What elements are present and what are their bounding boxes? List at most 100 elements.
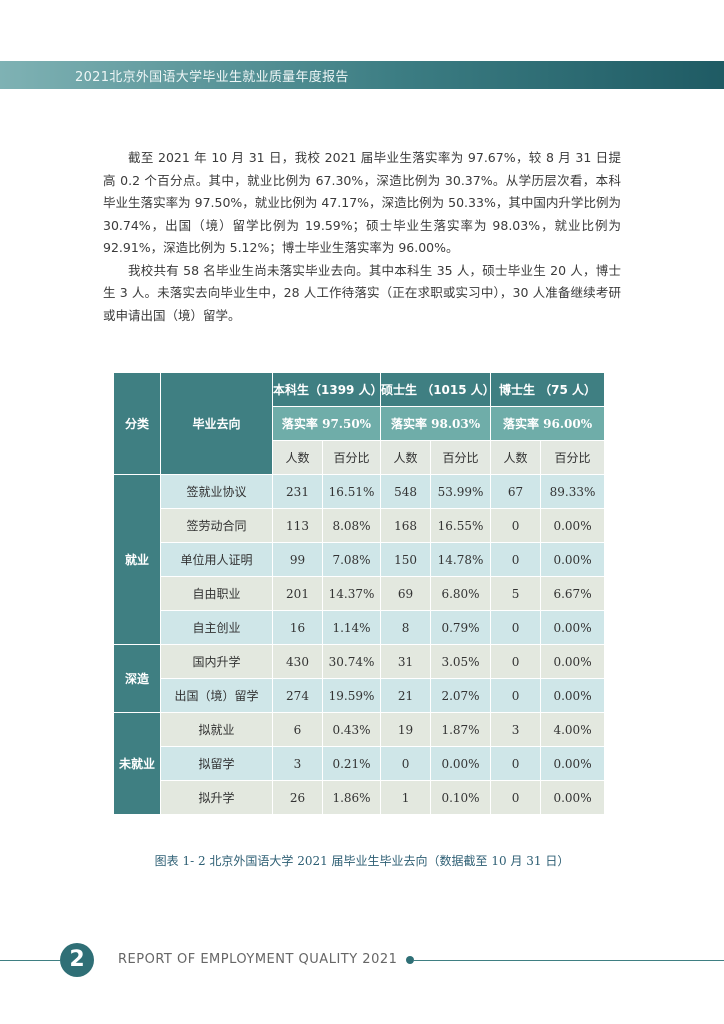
- paragraph: 截至 2021 年 10 月 31 日，我校 2021 届毕业生落实率为 97.…: [103, 150, 621, 255]
- destination: 拟就业: [160, 712, 273, 747]
- table-cell: 0: [490, 746, 542, 781]
- rate-header: 落实率 98.03%: [380, 406, 492, 441]
- category-header: 分类: [113, 372, 161, 475]
- table-cell: 0: [490, 780, 542, 815]
- table-cell: 0.00%: [540, 746, 606, 781]
- sub-header: 人数: [272, 440, 323, 475]
- table-cell: 1: [380, 780, 432, 815]
- page-number: 2: [60, 943, 94, 977]
- rate-header: 落实率 97.50%: [271, 406, 382, 441]
- table-cell: 3: [272, 746, 323, 781]
- group-name: 深造: [113, 644, 161, 713]
- group-name: 就业: [113, 474, 161, 645]
- level-header: 硕士生 （1015 人）: [380, 372, 495, 407]
- table-cell: 16.51%: [321, 474, 382, 509]
- destination-table: 分类 毕业去向 本科生（1399 人） 硕士生 （1015 人） 博士生 （75 人）落…: [113, 372, 606, 815]
- table-row: 签劳动合同 113 8.08% 168 16.55% 0 0.00%: [114, 508, 606, 543]
- table-cell: 19.59%: [321, 678, 382, 713]
- destination: 自主创业: [160, 610, 273, 645]
- table-cell: 0.00%: [540, 780, 606, 815]
- destination: 签劳动合同: [160, 508, 273, 543]
- sub-header: 人数: [380, 440, 432, 475]
- paragraph: 我校共有 58 名毕业生尚未落实毕业去向。其中本科生 35 人，硕士毕业生 20…: [103, 262, 621, 323]
- table-cell: 99: [272, 542, 323, 577]
- header-band: 2021北京外国语大学毕业生就业质量年度报告: [0, 61, 724, 89]
- table-cell: 0.00%: [540, 678, 606, 713]
- group-name: 未就业: [113, 712, 161, 815]
- table-cell: 3: [490, 712, 542, 747]
- table-cell: 31: [380, 644, 432, 679]
- table-cell: 0.10%: [430, 780, 492, 815]
- table-cell: 0: [490, 508, 542, 543]
- table-cell: 3.05%: [430, 644, 492, 679]
- table-cell: 89.33%: [540, 474, 606, 509]
- table-cell: 6.67%: [540, 576, 606, 611]
- table-cell: 19: [380, 712, 432, 747]
- table-cell: 30.74%: [321, 644, 382, 679]
- table-cell: 0.00%: [540, 542, 606, 577]
- header-title: 2021北京外国语大学毕业生就业质量年度报告: [75, 70, 349, 85]
- table-cell: 16.55%: [430, 508, 492, 543]
- table-cell: 67: [490, 474, 542, 509]
- table-cell: 0: [490, 644, 542, 679]
- destination: 出国（境）留学: [160, 678, 273, 713]
- table-cell: 21: [380, 678, 432, 713]
- table-cell: 2.07%: [430, 678, 492, 713]
- table-row: 自由职业 201 14.37% 69 6.80% 5 6.67%: [114, 576, 606, 611]
- table-row: 未就业 拟就业 6 0.43% 19 1.87% 3 4.00%: [113, 712, 606, 815]
- table-row: 自主创业 16 1.14% 8 0.79% 0 0.00%: [114, 610, 606, 645]
- table-cell: 5: [490, 576, 542, 611]
- sub-header: 百分比: [430, 440, 492, 475]
- destination: 拟留学: [160, 746, 273, 781]
- sub-header: 百分比: [321, 440, 382, 475]
- table-cell: 4.00%: [540, 712, 606, 747]
- table-cell: 231: [272, 474, 323, 509]
- table-cell: 274: [272, 678, 323, 713]
- table-cell: 0.00%: [540, 610, 606, 645]
- table-cell: 0.00%: [540, 644, 606, 679]
- table-row: 出国（境）留学 274 19.59% 21 2.07% 0 0.00%: [114, 678, 606, 713]
- table-cell: 8: [380, 610, 432, 645]
- table-cell: 26: [272, 780, 323, 815]
- table-cell: 14.78%: [430, 542, 492, 577]
- footer-line: [0, 960, 60, 961]
- table-cell: 53.99%: [430, 474, 492, 509]
- table-cell: 0: [490, 610, 542, 645]
- table-cell: 0.79%: [430, 610, 492, 645]
- destination-header: 毕业去向: [160, 372, 273, 475]
- table-cell: 0: [380, 746, 432, 781]
- table-row: 拟升学 26 1.86% 1 0.10% 0 0.00%: [114, 780, 606, 815]
- table-cell: 0.00%: [540, 508, 606, 543]
- table-cell: 1.14%: [321, 610, 382, 645]
- table-cell: 430: [272, 644, 323, 679]
- table-cell: 1.86%: [321, 780, 382, 815]
- table-cell: 548: [380, 474, 432, 509]
- table-row: 单位用人证明 99 7.08% 150 14.78% 0 0.00%: [114, 542, 606, 577]
- table-row: 拟留学 3 0.21% 0 0.00% 0 0.00%: [114, 746, 606, 781]
- table-row: 深造 国内升学 430 30.74% 31 3.05% 0 0.00%: [113, 644, 606, 713]
- destination: 拟升学: [160, 780, 273, 815]
- table-cell: 168: [380, 508, 432, 543]
- table-cell: 0.43%: [321, 712, 382, 747]
- table-cell: 201: [272, 576, 323, 611]
- destination: 单位用人证明: [160, 542, 273, 577]
- table-cell: 14.37%: [321, 576, 382, 611]
- sub-header: 人数: [490, 440, 542, 475]
- level-header: 本科生（1399 人）: [271, 372, 383, 407]
- body-text: 截至 2021 年 10 月 31 日，我校 2021 届毕业生落实率为 97.…: [103, 147, 621, 327]
- table-row: 就业 签就业协议 231 16.51% 548 53.99% 67 89.33%: [113, 474, 606, 645]
- footer-dot: [406, 956, 414, 964]
- table-cell: 7.08%: [321, 542, 382, 577]
- footer-line: [414, 960, 724, 961]
- table-cell: 6: [272, 712, 323, 747]
- table-cell: 0.00%: [430, 746, 492, 781]
- footer-text: REPORT OF EMPLOYMENT QUALITY 2021: [118, 952, 398, 967]
- level-header: 博士生 （75 人）: [490, 372, 606, 407]
- table-cell: 69: [380, 576, 432, 611]
- destination: 国内升学: [160, 644, 273, 679]
- table-row: 人数 百分比 人数 百分比 人数 百分比: [114, 440, 606, 475]
- rate-header: 落实率 96.00%: [490, 406, 606, 441]
- destination: 自由职业: [160, 576, 273, 611]
- table-cell: 150: [380, 542, 432, 577]
